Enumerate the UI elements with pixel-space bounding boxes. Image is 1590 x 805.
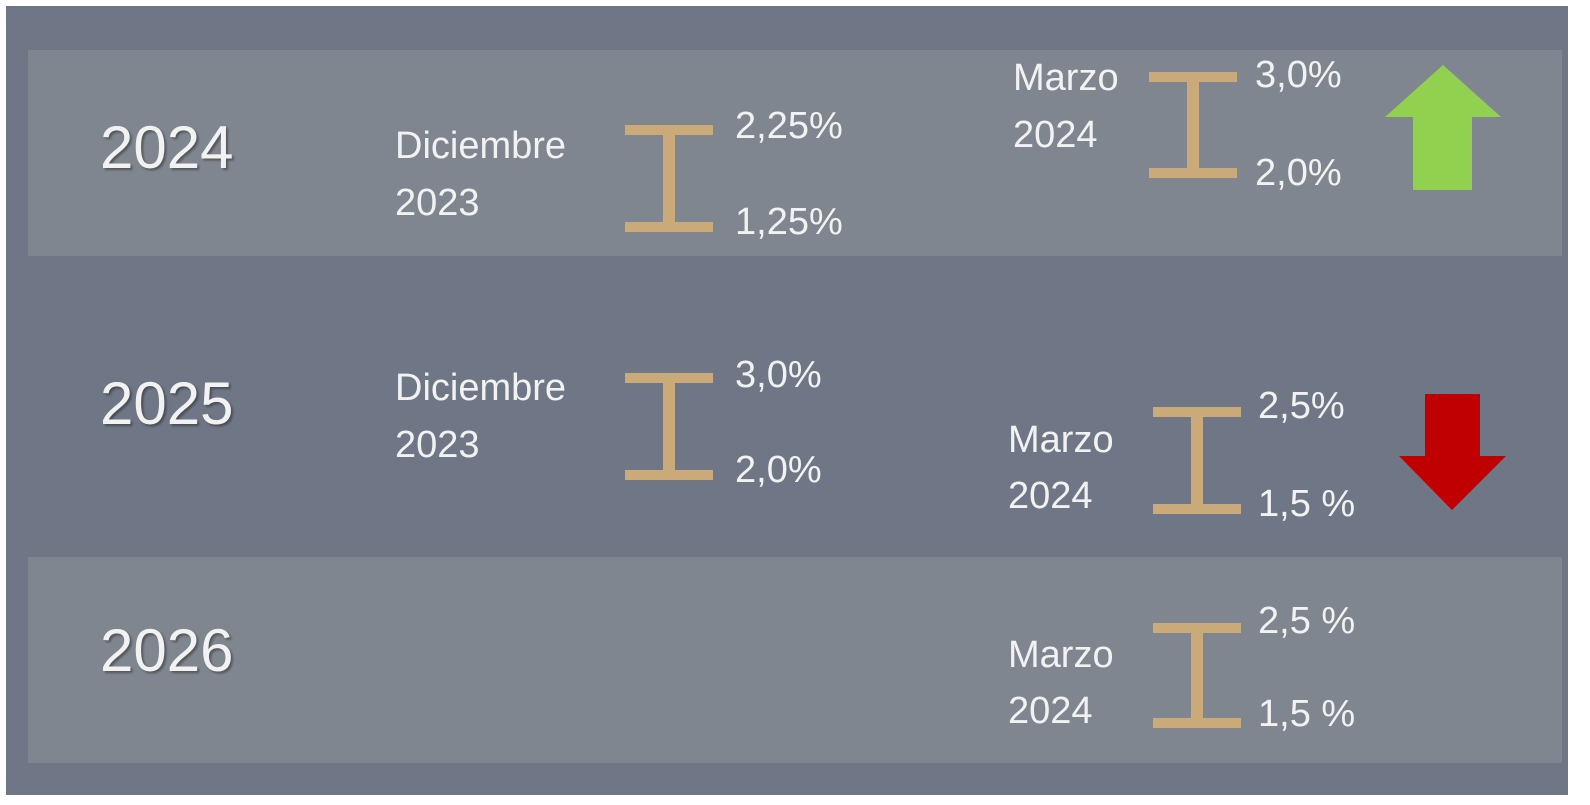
period-year: 2023	[395, 182, 480, 224]
range-bar-stem	[1187, 82, 1199, 168]
row-band	[28, 50, 1562, 256]
range-low: 2,0%	[735, 449, 822, 491]
range-low: 1,5 %	[1258, 483, 1355, 525]
period-year: 2024	[1013, 114, 1098, 156]
range-bar-stem	[1191, 417, 1203, 504]
range-high: 2,5%	[1258, 385, 1345, 427]
year-label: 2025	[100, 370, 233, 437]
range-bar-bottom	[625, 470, 713, 480]
range-bar-bottom	[625, 222, 713, 232]
range-high: 2,5 %	[1258, 600, 1355, 642]
range-low: 1,5 %	[1258, 693, 1355, 735]
period-year: 2024	[1008, 690, 1093, 732]
range-bar-stem	[663, 383, 675, 470]
range-bar-stem	[1191, 633, 1203, 718]
range-bar-top	[1149, 72, 1237, 82]
period-month: Diciembre	[395, 125, 566, 167]
range-low: 1,25%	[735, 201, 843, 243]
range-bar-stem	[663, 135, 675, 222]
period-month: Marzo	[1008, 634, 1114, 676]
range-bar-top	[625, 125, 713, 135]
range-bar-bottom	[1153, 718, 1241, 728]
range-bar-bottom	[1149, 168, 1237, 178]
up-arrow	[1385, 65, 1501, 190]
range-high: 2,25%	[735, 105, 843, 147]
range-high: 3,0%	[735, 354, 822, 396]
range-bar-top	[625, 373, 713, 383]
period-year: 2023	[395, 424, 480, 466]
range-high: 3,0%	[1255, 54, 1342, 96]
year-label: 2026	[100, 617, 233, 684]
period-month: Marzo	[1008, 419, 1114, 461]
row-band	[28, 557, 1562, 763]
down-arrow	[1399, 394, 1506, 510]
range-bar-bottom	[1153, 504, 1241, 514]
period-year: 2024	[1008, 475, 1093, 517]
year-label: 2024	[100, 114, 233, 181]
range-low: 2,0%	[1255, 152, 1342, 194]
range-bar-top	[1153, 623, 1241, 633]
content: 2024 Diciembre 2023 2,25% 1,25% Marzo 2024 3,0%…	[100, 54, 1355, 735]
range-bar-top	[1153, 407, 1241, 417]
period-month: Diciembre	[395, 367, 566, 409]
period-month: Marzo	[1013, 57, 1119, 99]
